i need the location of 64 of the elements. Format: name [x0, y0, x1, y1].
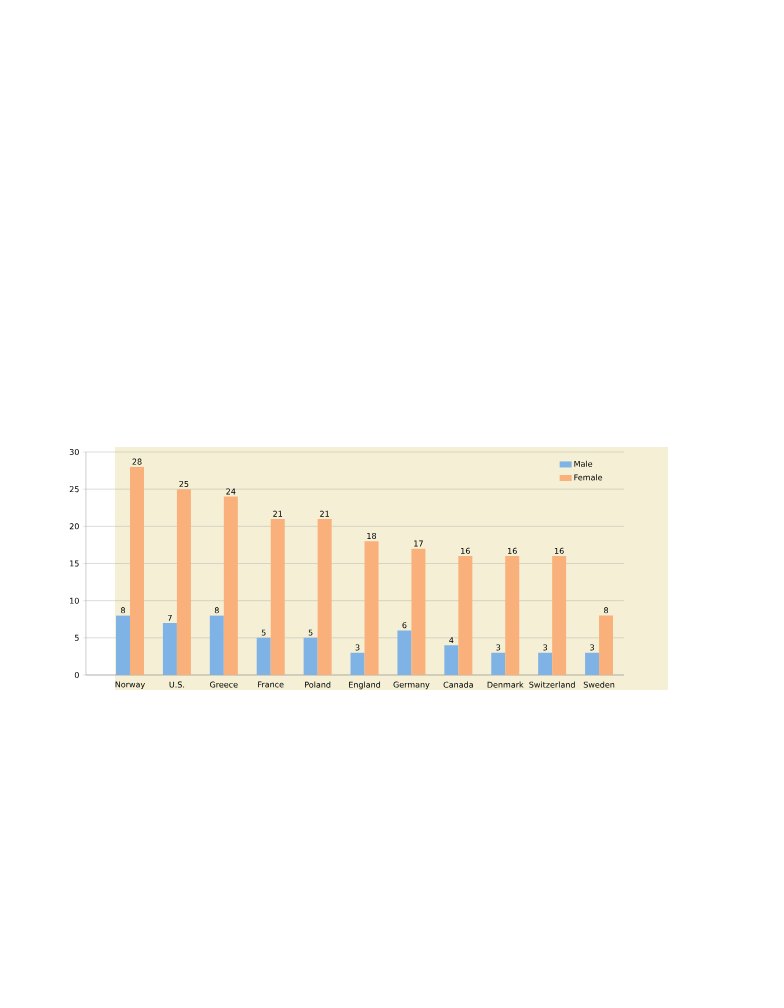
x-tick-label: Germany	[393, 681, 430, 690]
data-label: 16	[461, 547, 470, 554]
x-tick-label: Switzerland	[529, 681, 575, 688]
x-tick-label: Norway	[115, 681, 145, 690]
bar	[270, 518, 285, 675]
y-tick-label: 20	[69, 523, 79, 530]
data-label: 8	[214, 607, 219, 614]
data-label: 16	[508, 547, 517, 554]
data-label: 5	[261, 629, 266, 636]
data-label: 8	[121, 607, 125, 614]
legend-label: Female	[574, 474, 603, 481]
y-tick-label: 25	[69, 486, 79, 493]
data-label: 18	[367, 532, 377, 539]
bar	[599, 615, 614, 675]
data-label: 3	[590, 644, 594, 651]
bar	[223, 496, 238, 675]
x-tick-label: U.S.	[169, 681, 185, 688]
data-label: 7	[168, 614, 172, 621]
bar	[397, 630, 412, 675]
data-label: 8	[604, 607, 609, 614]
bar	[256, 637, 271, 675]
bar	[411, 548, 426, 675]
data-label: 4	[449, 637, 454, 644]
y-tick-label: 0	[74, 671, 79, 679]
bar	[552, 556, 567, 675]
x-tick-label: Canada	[443, 681, 473, 688]
data-label: 3	[496, 644, 501, 651]
bar	[176, 489, 191, 675]
bar	[350, 652, 365, 675]
bar	[444, 645, 459, 675]
data-label: 3	[355, 644, 360, 651]
bar	[458, 556, 473, 675]
x-tick-label: Denmark	[487, 681, 524, 688]
data-label: 28	[132, 458, 142, 465]
data-label: 17	[414, 540, 423, 547]
x-tick-label: France	[258, 681, 284, 688]
legend-label: Male	[574, 460, 593, 467]
bar	[538, 652, 553, 675]
bar	[209, 615, 224, 675]
bar	[130, 466, 144, 675]
bar	[491, 652, 506, 675]
y-tick-label: 5	[74, 634, 79, 641]
bar	[162, 622, 177, 675]
bar	[303, 637, 318, 675]
data-label: 5	[308, 629, 313, 636]
data-label: 16	[554, 547, 564, 554]
y-tick-label: 30	[69, 448, 79, 456]
x-tick-label: Poland	[305, 681, 331, 688]
data-label: 21	[320, 510, 329, 517]
data-label: 21	[273, 510, 283, 517]
x-tick-label: Greece	[210, 681, 238, 688]
data-label: 24	[226, 488, 236, 495]
bar	[585, 652, 600, 675]
data-label: 6	[402, 622, 407, 629]
bar	[317, 518, 332, 675]
data-label: 25	[179, 480, 189, 487]
bar	[364, 541, 379, 675]
bar	[505, 556, 520, 675]
x-tick-label: England	[349, 681, 381, 690]
bar	[116, 615, 130, 675]
data-label: 3	[543, 644, 548, 651]
x-tick-label: Sweden	[583, 681, 615, 688]
y-tick-label: 15	[70, 560, 79, 567]
y-tick-label: 10	[70, 597, 79, 604]
